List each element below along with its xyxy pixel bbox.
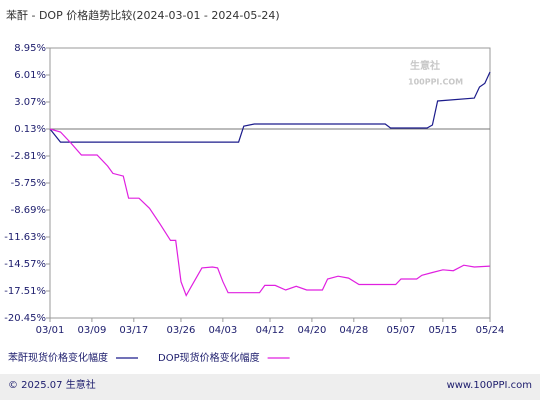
y-tick-label: -8.69% [11, 205, 46, 216]
legend-label: 苯酐现货价格变化幅度 [8, 351, 108, 364]
footer-right: www.100PPI.com [447, 380, 532, 391]
x-tick-label: 04/20 [297, 325, 326, 336]
x-tick-label: 04/12 [256, 325, 285, 336]
y-tick-label: -17.51% [4, 286, 46, 297]
watermark-logo: 生意社 [410, 59, 440, 72]
x-tick-label: 05/24 [476, 325, 505, 336]
x-tick-label: 03/01 [36, 325, 65, 336]
watermark-url: 100PPI.COM [408, 78, 463, 87]
y-tick-label: -11.63% [4, 232, 46, 243]
x-tick-label: 04/28 [339, 325, 368, 336]
x-tick-label: 03/26 [167, 325, 196, 336]
y-tick-label: 8.95% [14, 43, 46, 54]
y-tick-label: 0.13% [14, 124, 46, 135]
footer-band [0, 374, 540, 400]
x-tick-label: 03/17 [119, 325, 148, 336]
y-tick-label: -2.81% [11, 151, 46, 162]
y-tick-label: -20.45% [4, 313, 46, 324]
x-tick-label: 03/09 [77, 325, 106, 336]
plot-area [49, 47, 491, 319]
chart-title: 苯酐 - DOP 价格趋势比较(2024-03-01 - 2024-05-24) [6, 8, 280, 22]
x-tick-label: 05/15 [428, 325, 457, 336]
x-tick-label: 04/03 [208, 325, 237, 336]
y-tick-label: -14.57% [4, 259, 46, 270]
y-tick-label: -5.75% [11, 178, 46, 189]
x-tick-label: 05/07 [387, 325, 416, 336]
series-line [49, 128, 491, 297]
y-tick-label: 3.07% [14, 97, 46, 108]
y-tick-label: 6.01% [14, 70, 46, 81]
series-line [49, 71, 491, 143]
footer-left: © 2025.07 生意社 [8, 378, 96, 391]
legend-label: DOP现货价格变化幅度 [158, 351, 260, 364]
